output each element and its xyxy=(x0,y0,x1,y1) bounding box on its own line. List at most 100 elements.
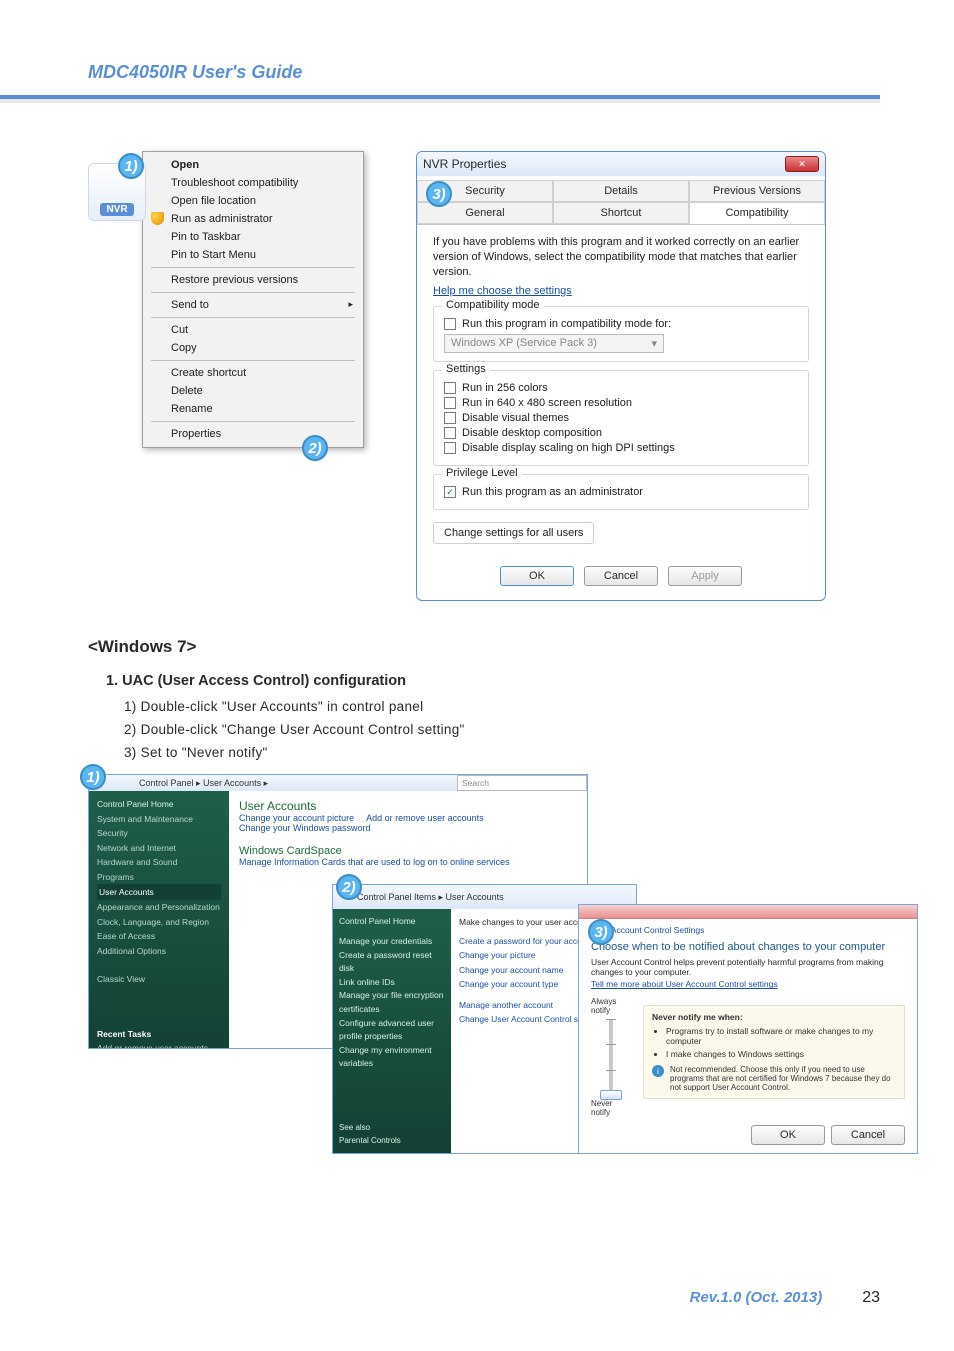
ctx-cut[interactable]: Cut xyxy=(145,321,361,339)
recent-item[interactable]: Add or remove user accounts xyxy=(97,1041,221,1049)
checkbox-icon xyxy=(444,318,456,330)
compat-select[interactable]: Windows XP (Service Pack 3) ▾ xyxy=(444,334,664,353)
separator xyxy=(151,421,355,422)
side-useraccounts[interactable]: User Accounts xyxy=(97,884,221,900)
ws-sub[interactable]: Manage Information Cards that are used t… xyxy=(239,857,510,867)
never-label: Never notify xyxy=(591,1099,631,1117)
ctx-create-shortcut[interactable]: Create shortcut xyxy=(145,364,361,382)
chk-dpi[interactable]: Disable display scaling on high DPI sett… xyxy=(444,442,798,454)
shield-icon xyxy=(151,212,164,225)
dialog-buttons: OK Cancel Apply xyxy=(417,554,825,600)
side-hardware[interactable]: Hardware and Sound xyxy=(97,855,221,869)
figure-bottom: Control Panel ▸ User Accounts ▸ Search C… xyxy=(88,774,868,1154)
uac-titlebar xyxy=(579,905,917,919)
chk-compat-mode[interactable]: Run this program in compatibility mode f… xyxy=(444,318,798,330)
checkbox-icon xyxy=(444,382,456,394)
side-security[interactable]: Security xyxy=(97,826,221,840)
chk-admin[interactable]: ✓ Run this program as an administrator xyxy=(444,486,798,498)
close-icon[interactable]: ✕ xyxy=(785,156,819,172)
side-classic[interactable]: Classic View xyxy=(97,972,221,986)
uac-slider[interactable] xyxy=(609,1019,613,1095)
always-label: Always notify xyxy=(591,997,631,1015)
side-ease[interactable]: Ease of Access xyxy=(97,929,221,943)
tab-shortcut[interactable]: Shortcut xyxy=(553,202,689,224)
notify-b1: Programs try to install software or make… xyxy=(666,1026,896,1046)
side-network[interactable]: Network and Internet xyxy=(97,841,221,855)
chk-desktop[interactable]: Disable desktop composition xyxy=(444,427,798,439)
cp2-home[interactable]: Control Panel Home xyxy=(339,915,445,929)
cp2-breadcrumb[interactable]: Control Panel Items ▸ User Accounts xyxy=(357,892,504,903)
compat-group: Compatibility mode Run this program in c… xyxy=(433,306,809,362)
section-heading: <Windows 7> xyxy=(88,637,866,657)
chk-themes[interactable]: Disable visual themes xyxy=(444,412,798,424)
uac-slider-area: Always notify Never notify Never notify … xyxy=(591,997,905,1117)
cp2-reset-disk[interactable]: Create a password reset disk xyxy=(339,949,445,976)
uac-crumb[interactable]: User Account Control Settings xyxy=(591,925,905,935)
cp2-credentials[interactable]: Manage your credentials xyxy=(339,935,445,949)
tab-previous-versions[interactable]: Previous Versions xyxy=(689,180,825,202)
side-system[interactable]: System and Maintenance xyxy=(97,812,221,826)
ctx-run-admin[interactable]: Run as administrator xyxy=(145,210,361,228)
side-programs[interactable]: Programs xyxy=(97,870,221,884)
ctx-properties[interactable]: Properties xyxy=(145,425,361,443)
chevron-down-icon: ▾ xyxy=(651,337,657,350)
compat-legend: Compatibility mode xyxy=(442,299,544,311)
cp-searchbox[interactable]: Search xyxy=(457,775,587,791)
ctx-copy[interactable]: Copy xyxy=(145,339,361,357)
cp-breadcrumb[interactable]: Control Panel ▸ User Accounts ▸ xyxy=(139,778,268,789)
side-clock[interactable]: Clock, Language, and Region xyxy=(97,915,221,929)
callout-1: 1) xyxy=(118,153,144,179)
uac-settings-window: User Account Control Settings Choose whe… xyxy=(578,904,918,1154)
rev-label: Rev.1.0 (Oct. 2013) xyxy=(690,1289,823,1306)
dialog-body: If you have problems with this program a… xyxy=(417,225,825,554)
apply-button[interactable]: Apply xyxy=(668,566,742,586)
uac-tellme-link[interactable]: Tell me more about User Account Control … xyxy=(591,979,905,989)
ctx-pin-start[interactable]: Pin to Start Menu xyxy=(145,246,361,264)
checkbox-icon xyxy=(444,427,456,439)
tab-details[interactable]: Details xyxy=(553,180,689,202)
ws-title[interactable]: Windows CardSpace xyxy=(239,845,577,857)
cp2-link-ids[interactable]: Link online IDs xyxy=(339,976,445,990)
cp-search-placeholder: Search xyxy=(462,778,489,788)
change-all-users-button[interactable]: Change settings for all users xyxy=(433,522,594,544)
nvr-icon-label: NVR xyxy=(100,203,133,216)
cp2-env[interactable]: Change my environment variables xyxy=(339,1044,445,1071)
chk-admin-label: Run this program as an administrator xyxy=(462,486,643,498)
tab-compatibility[interactable]: Compatibility xyxy=(689,202,825,224)
side-appearance[interactable]: Appearance and Personalization xyxy=(97,900,221,914)
priv-legend: Privilege Level xyxy=(442,467,522,479)
ctx-pin-taskbar[interactable]: Pin to Taskbar xyxy=(145,228,361,246)
cancel-button[interactable]: Cancel xyxy=(584,566,658,586)
ctx-restore[interactable]: Restore previous versions xyxy=(145,271,361,289)
ua-title[interactable]: User Accounts xyxy=(239,799,577,813)
side-home[interactable]: Control Panel Home xyxy=(97,797,221,811)
notify-b2: I make changes to Windows settings xyxy=(666,1049,896,1059)
ctx-rename[interactable]: Rename xyxy=(145,400,361,418)
ctx-open[interactable]: Open xyxy=(145,156,361,174)
seealso-item[interactable]: Parental Controls xyxy=(339,1135,401,1148)
ok-button[interactable]: OK xyxy=(500,566,574,586)
page-content: NVR 1) Open Troubleshoot compatibility O… xyxy=(0,103,954,1154)
ctx-delete[interactable]: Delete xyxy=(145,382,361,400)
uac-ok-button[interactable]: OK xyxy=(751,1125,825,1145)
side-additional[interactable]: Additional Options xyxy=(97,944,221,958)
slider-thumb[interactable] xyxy=(600,1090,622,1100)
cp-sidebar: Control Panel Home System and Maintenanc… xyxy=(89,791,229,1049)
help-link[interactable]: Help me choose the settings xyxy=(433,285,572,297)
cp2-advanced[interactable]: Configure advanced user profile properti… xyxy=(339,1017,445,1044)
ua-add-remove[interactable]: Add or remove user accounts xyxy=(366,813,484,823)
ctx-troubleshoot[interactable]: Troubleshoot compatibility xyxy=(145,174,361,192)
ua-change-pic[interactable]: Change your account picture xyxy=(239,813,354,823)
chk-640[interactable]: Run in 640 x 480 screen resolution xyxy=(444,397,798,409)
ua-change-pw[interactable]: Change your Windows password xyxy=(239,823,371,833)
warn-text: Not recommended. Choose this only if you… xyxy=(670,1065,896,1092)
separator xyxy=(151,292,355,293)
doc-title: MDC4050IR User's Guide xyxy=(88,62,880,83)
chk-256[interactable]: Run in 256 colors xyxy=(444,382,798,394)
uac-sub: User Account Control helps prevent poten… xyxy=(591,957,905,977)
step-2: 2) Double-click "Change User Account Con… xyxy=(124,722,866,737)
ctx-sendto[interactable]: Send to xyxy=(145,296,361,314)
uac-cancel-button[interactable]: Cancel xyxy=(831,1125,905,1145)
ctx-open-location[interactable]: Open file location xyxy=(145,192,361,210)
cp2-encrypt[interactable]: Manage your file encryption certificates xyxy=(339,989,445,1016)
